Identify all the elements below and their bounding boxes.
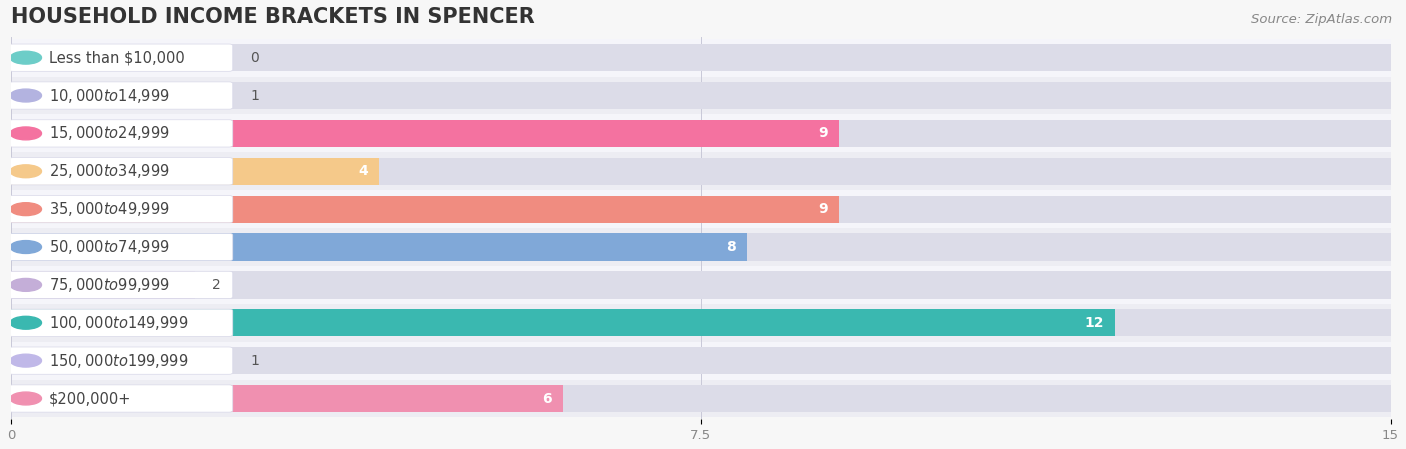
Text: $75,000 to $99,999: $75,000 to $99,999: [49, 276, 170, 294]
FancyBboxPatch shape: [10, 385, 233, 412]
Bar: [11, 233, 1391, 261]
Bar: [11, 195, 839, 223]
Bar: [11, 347, 103, 374]
Circle shape: [10, 278, 42, 291]
Bar: [11, 271, 195, 299]
Text: HOUSEHOLD INCOME BRACKETS IN SPENCER: HOUSEHOLD INCOME BRACKETS IN SPENCER: [11, 7, 534, 27]
Bar: [11, 120, 839, 147]
Circle shape: [10, 165, 42, 178]
FancyBboxPatch shape: [10, 158, 233, 185]
Bar: [11, 39, 1391, 77]
Circle shape: [10, 354, 42, 367]
FancyBboxPatch shape: [10, 44, 233, 71]
Circle shape: [10, 89, 42, 102]
Text: $15,000 to $24,999: $15,000 to $24,999: [49, 124, 170, 142]
Bar: [11, 385, 1391, 412]
Bar: [11, 152, 1391, 190]
Bar: [11, 82, 103, 109]
Bar: [11, 158, 380, 185]
Text: 2: 2: [212, 278, 221, 292]
Text: 9: 9: [818, 202, 828, 216]
Text: $25,000 to $34,999: $25,000 to $34,999: [49, 162, 170, 180]
Text: 8: 8: [725, 240, 735, 254]
Circle shape: [10, 51, 42, 64]
Bar: [11, 114, 1391, 152]
Text: 6: 6: [543, 392, 553, 405]
FancyBboxPatch shape: [10, 347, 233, 374]
FancyBboxPatch shape: [10, 233, 233, 261]
Circle shape: [10, 202, 42, 216]
Text: 4: 4: [359, 164, 368, 178]
Text: $150,000 to $199,999: $150,000 to $199,999: [49, 352, 188, 370]
Bar: [11, 228, 1391, 266]
FancyBboxPatch shape: [10, 82, 233, 109]
Bar: [11, 271, 1391, 299]
Bar: [11, 304, 1391, 342]
Text: $200,000+: $200,000+: [49, 391, 131, 406]
Text: 1: 1: [250, 88, 259, 102]
Text: 1: 1: [250, 354, 259, 368]
Bar: [11, 342, 1391, 379]
Text: $100,000 to $149,999: $100,000 to $149,999: [49, 314, 188, 332]
FancyBboxPatch shape: [10, 195, 233, 223]
Text: 9: 9: [818, 127, 828, 141]
Text: 12: 12: [1084, 316, 1104, 330]
Bar: [11, 77, 1391, 114]
Bar: [11, 120, 1391, 147]
FancyBboxPatch shape: [10, 271, 233, 299]
Bar: [11, 82, 1391, 109]
Bar: [11, 347, 1391, 374]
Bar: [11, 195, 1391, 223]
Circle shape: [10, 241, 42, 253]
FancyBboxPatch shape: [10, 120, 233, 147]
Bar: [11, 385, 562, 412]
Bar: [11, 266, 1391, 304]
Text: Less than $10,000: Less than $10,000: [49, 50, 184, 65]
Circle shape: [10, 392, 42, 405]
Bar: [11, 379, 1391, 418]
Bar: [11, 190, 1391, 228]
Bar: [11, 158, 1391, 185]
FancyBboxPatch shape: [10, 309, 233, 336]
Text: 0: 0: [250, 51, 259, 65]
Bar: [11, 44, 1391, 71]
Text: $50,000 to $74,999: $50,000 to $74,999: [49, 238, 170, 256]
Bar: [11, 309, 1115, 336]
Text: $10,000 to $14,999: $10,000 to $14,999: [49, 87, 170, 105]
Bar: [11, 233, 747, 261]
Text: Source: ZipAtlas.com: Source: ZipAtlas.com: [1251, 13, 1392, 26]
Bar: [11, 309, 1391, 336]
Circle shape: [10, 127, 42, 140]
Text: $35,000 to $49,999: $35,000 to $49,999: [49, 200, 170, 218]
Circle shape: [10, 317, 42, 329]
